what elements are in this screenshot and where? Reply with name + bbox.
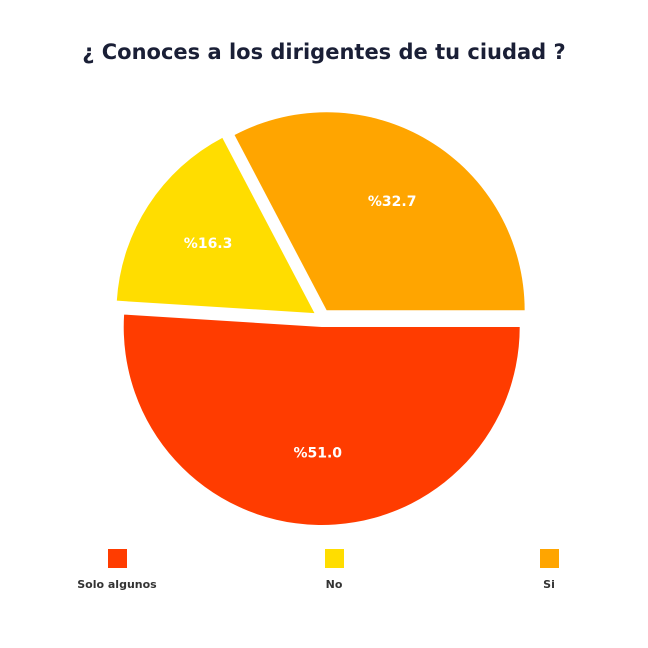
pie-slice-no — [116, 137, 315, 314]
legend-label: Solo algunos — [77, 578, 157, 591]
pie-slice-si — [234, 112, 525, 311]
legend-item-no: No — [274, 549, 394, 591]
legend-item-si: Si — [489, 549, 609, 591]
legend-label: No — [325, 578, 343, 591]
chart-title: ¿ Conoces a los dirigentes de tu ciudad … — [82, 40, 566, 64]
pie-slice-solo-algunos — [123, 314, 520, 525]
legend-item-solo-algunos: Solo algunos — [57, 549, 177, 591]
legend-label: Si — [543, 578, 555, 591]
slice-value-label: %32.7 — [368, 194, 417, 210]
legend-swatch — [107, 549, 127, 568]
slice-value-label: %51.0 — [293, 446, 342, 462]
slice-value-label: %16.3 — [184, 236, 233, 252]
legend-swatch — [539, 549, 559, 568]
legend-swatch — [324, 549, 344, 568]
